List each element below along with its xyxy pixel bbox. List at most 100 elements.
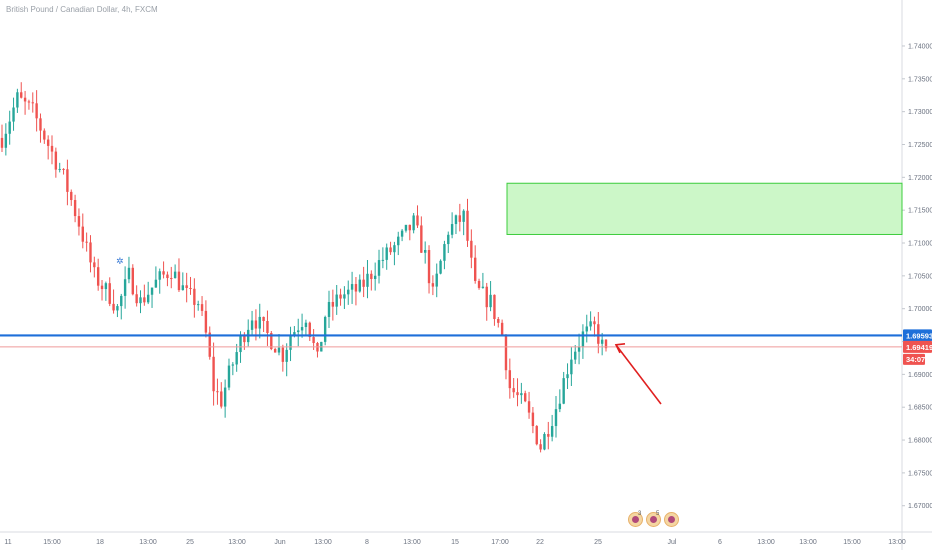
calendar-event-icon[interactable]: 5 [646, 511, 661, 527]
candle-body [370, 273, 373, 279]
candle-body [447, 234, 450, 245]
candle-body [289, 336, 292, 350]
candle-body [431, 283, 435, 287]
candle-body [454, 215, 458, 225]
price-tick-label: 1.72500 [908, 142, 932, 149]
candle-body [258, 316, 261, 329]
candle-body [400, 230, 404, 237]
candle-body [81, 226, 84, 242]
candle-body [20, 92, 23, 98]
time-tick-label: Jul [668, 539, 677, 546]
candle-body [143, 297, 146, 303]
countdown-tag [903, 353, 925, 365]
time-tick-label: 6 [718, 539, 722, 546]
candle-body [96, 267, 100, 286]
price-tick-label: 1.72000 [908, 175, 932, 182]
support-price-label: 1.69593 [906, 331, 932, 340]
candle-body [397, 236, 400, 246]
candle-body [393, 245, 396, 253]
candle-body [497, 319, 500, 323]
countdown-label: 34:07 [906, 355, 925, 364]
time-tick-label: Jun [274, 539, 285, 546]
candle-body [243, 336, 246, 343]
candle-body [404, 224, 408, 231]
economic-events: 3 5 [628, 511, 679, 527]
price-tick-label: 1.68000 [908, 438, 932, 445]
candle-body [416, 215, 419, 226]
candle-body [408, 224, 411, 231]
candle-body [93, 262, 96, 268]
candle-body [543, 434, 546, 450]
candle-body [312, 337, 315, 344]
price-tick-label: 1.69000 [908, 372, 932, 379]
candle-body [250, 320, 254, 330]
candle-body [58, 168, 61, 170]
candle-body [135, 294, 138, 304]
candle-body [300, 327, 304, 331]
annotation-arrowhead [614, 343, 626, 354]
candle-body [193, 288, 196, 305]
candle-body [435, 273, 438, 287]
candle-body [216, 391, 219, 393]
candle-body [170, 278, 173, 280]
candle-body [308, 322, 311, 338]
candle-body [266, 320, 269, 333]
candle-body [39, 118, 42, 131]
candle-body [204, 310, 208, 333]
current-price-tag [903, 340, 932, 353]
time-tick-label: 8 [365, 539, 369, 546]
candle-body [8, 121, 11, 134]
candle-body [554, 409, 558, 427]
candle-body [4, 133, 8, 148]
candle-body [150, 287, 154, 295]
candle-body [327, 301, 331, 317]
candle-body [462, 210, 465, 222]
candle-body [208, 332, 211, 357]
candle-body [423, 250, 427, 253]
candle-body [297, 330, 300, 333]
time-tick-label: 18 [96, 539, 104, 546]
candle-body [412, 215, 415, 231]
candle-body [427, 250, 431, 284]
candle-body [73, 200, 77, 217]
candle-body [531, 412, 535, 427]
candle-body [600, 339, 604, 344]
candle-body [50, 145, 54, 152]
candle-body [581, 331, 585, 347]
candle-body [108, 283, 111, 304]
time-tick-label: 13:00 [314, 539, 332, 546]
candle-body [66, 169, 69, 192]
candle-body [539, 444, 542, 450]
candle-body [331, 301, 335, 307]
time-tick-label: 13:00 [228, 539, 246, 546]
calendar-event-icon[interactable] [664, 512, 679, 527]
candle-body [481, 286, 485, 288]
candle-body [43, 130, 46, 140]
candle-body [500, 322, 504, 336]
candle-body [220, 391, 223, 407]
candle-body [12, 107, 15, 122]
candle-body [70, 191, 73, 201]
candle-body [485, 286, 488, 308]
candle-body [323, 316, 327, 342]
candle-body [189, 288, 192, 290]
annotation-arrow [615, 344, 662, 405]
calendar-event-icon[interactable]: 3 [628, 511, 643, 527]
candle-body [354, 284, 358, 292]
candle-body [516, 392, 519, 396]
candle-body [197, 304, 200, 306]
candle-body [77, 216, 81, 227]
candle-body [146, 294, 150, 303]
candle-body [127, 267, 131, 280]
price-tick-label: 1.67000 [908, 503, 932, 510]
candle-body [373, 275, 377, 279]
candle-body [158, 271, 161, 280]
candle-body [589, 321, 592, 327]
candle-body [558, 403, 562, 410]
time-tick-label: 15:00 [843, 539, 861, 546]
candle-body [177, 271, 181, 291]
candle-body [54, 151, 58, 170]
candle-body [512, 388, 515, 393]
